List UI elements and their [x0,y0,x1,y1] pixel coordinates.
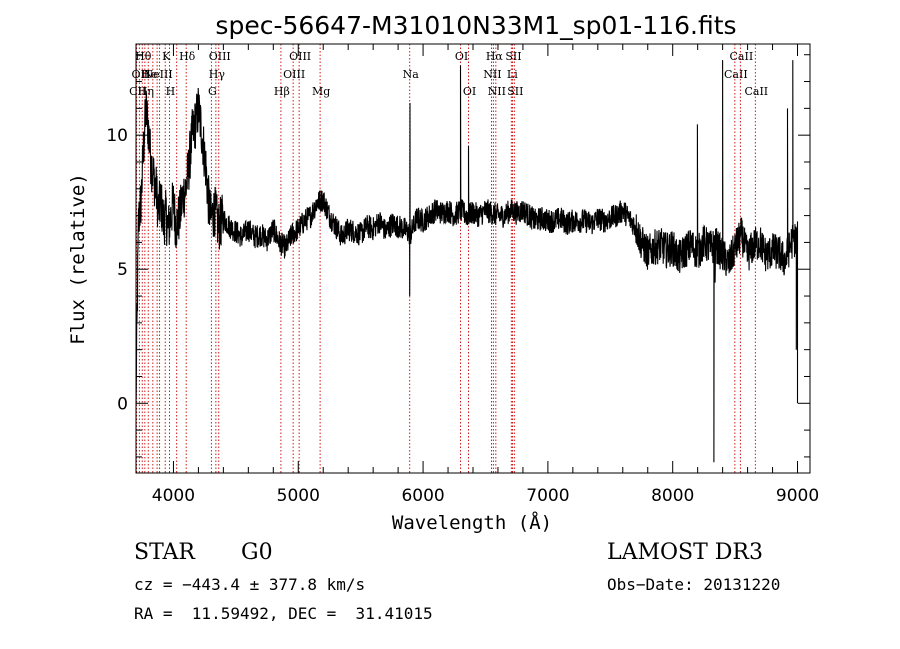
line-label-27: SII [507,85,523,98]
spectrum-line [135,60,799,463]
line-label-11: Hδ [179,50,196,63]
x-axis-ticks: 4000 5000 6000 7000 8000 9000 [152,44,819,506]
line-label-30: CaII [744,85,768,98]
x-tick-label: 4000 [152,486,195,506]
line-label-16: OIII [283,68,305,81]
x-axis-label: Wavelength (Å) [392,511,552,534]
line-label-29: CaII [730,50,754,63]
y-tick-label: 10 [106,126,128,146]
y-tick-label: 0 [117,394,128,414]
y-axis-ticks: 0 5 10 [106,54,810,458]
line-label-12: G [208,85,217,98]
observation-date: Obs−Date: 20131220 [607,575,781,594]
line-label-13: Hγ [209,68,226,81]
survey-name: LAMOST DR3 [607,540,763,565]
x-tick-label: 5000 [277,486,320,506]
y-axis-label: Flux (relative) [67,173,89,345]
redshift-velocity: cz = −443.4 ± 377.8 km/s [134,575,366,594]
x-tick-label: 7000 [526,486,569,506]
line-label-2: Hθ [135,50,152,63]
line-label-23: Hα [486,50,504,63]
x-tick-label: 8000 [651,486,694,506]
line-label-18: Mg [312,85,330,98]
x-tick-label: 9000 [776,486,819,506]
line-label-26: SII [505,50,521,63]
line-label-15: Hβ [274,85,290,98]
line-label-0: CII [129,85,146,98]
line-label-6: NeIII [144,68,173,81]
coordinates: RA = 11.59492, DEC = 31.41015 [134,604,433,623]
object-class: STAR [134,540,195,565]
line-label-20: OI [455,50,468,63]
y-tick-label: 5 [117,260,128,280]
x-tick-label: 6000 [401,486,444,506]
line-label-17: OIII [289,50,311,63]
line-label-14: OIII [209,50,231,63]
emission-line-markers [136,44,756,473]
line-label-19: Na [403,68,420,81]
line-label-22: NII [483,68,501,81]
line-label-24: NII [488,85,506,98]
line-label-21: OI [463,85,476,98]
line-label-28: CaII [724,68,748,81]
object-subclass: G0 [241,540,273,565]
line-label-8: K [162,50,171,63]
line-label-25: Li [507,68,518,81]
chart-title: spec-56647-M31010N33M1_sp01-116.fits [215,11,736,40]
emission-line-labels: CIIOIIHθHηHeNeIIIKHHδGHγOIIIHβOIIIOIIIMg… [129,50,768,98]
line-label-9: H [166,85,176,98]
line-label-4: He [141,68,157,81]
